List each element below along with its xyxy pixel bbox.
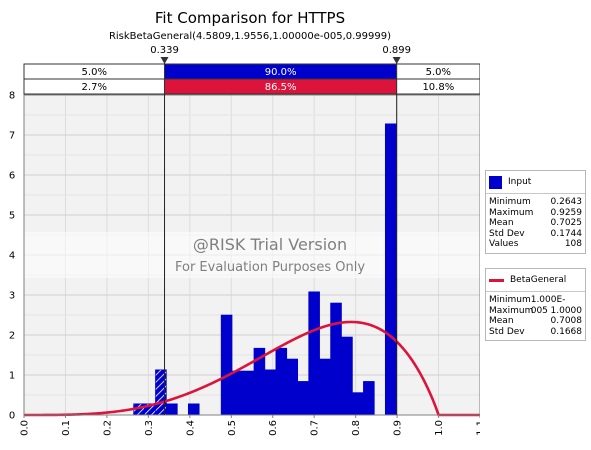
histogram-bar: [352, 392, 364, 416]
stat-value: 0.1668: [550, 326, 583, 337]
histogram-bar: [384, 123, 397, 416]
delimiter-left-label: 0.339: [150, 45, 179, 56]
x-tick-label: 0.6: [268, 420, 279, 436]
band-input-label: 5.0%: [82, 67, 107, 78]
legend-fit-header: BetaGeneral: [486, 269, 585, 292]
stat-value: 0.7008: [550, 316, 583, 326]
chart-canvas: @RISK Trial Version For Evaluation Purpos…: [9, 45, 481, 436]
stat-label: Mean: [489, 316, 514, 326]
band-input-label: 5.0%: [426, 67, 451, 78]
chart-subtitle: RiskBetaGeneral(4.5809,1.9556,1.00000e-0…: [108, 31, 392, 42]
x-tick-label: 0.3: [144, 420, 155, 436]
legend-fit: BetaGeneral Minimum 1.000E-005 Maximum 1.0…: [485, 268, 586, 341]
y-tick-label: 6: [9, 171, 15, 182]
x-tick-label: 0.1: [61, 420, 72, 436]
stat-label: Minimum: [489, 197, 531, 207]
delimiter-right-label: 0.899: [382, 45, 411, 56]
stat-row: Maximum 0.9259: [486, 208, 585, 219]
stat-label: Minimum: [489, 295, 531, 305]
y-tick-label: 5: [9, 211, 15, 222]
chart-title: Fit Comparison for HTTPS: [154, 9, 346, 27]
y-tick-label: 4: [9, 251, 15, 262]
watermark-band: [24, 232, 480, 278]
stat-value: 108: [564, 239, 582, 249]
y-tick-label: 1: [9, 371, 15, 382]
x-tick-label: 0.0: [20, 420, 31, 436]
y-tick-label: 0: [9, 411, 15, 422]
stat-value: 1.000E-005: [530, 295, 566, 316]
x-tick-label: 0.8: [351, 420, 362, 436]
histogram-bar: [341, 336, 353, 416]
stat-row: Minimum 0.2643: [486, 197, 585, 208]
stat-row: Mean 0.7008: [486, 316, 585, 327]
stat-label: Std Dev: [489, 326, 525, 337]
y-tick-label: 3: [9, 291, 15, 302]
delimiter-left-handle: [160, 57, 169, 64]
stat-row: Minimum 1.000E-005: [486, 295, 585, 316]
histogram-bar: [319, 358, 331, 416]
band-fit-label: 2.7%: [82, 82, 107, 93]
x-tick-label: 0.2: [102, 420, 113, 436]
plot-border: [23, 94, 480, 416]
x-tick-label: 0.7: [310, 420, 321, 436]
histogram-bar: [242, 370, 255, 416]
stat-row: Maximum 1.0000: [486, 306, 585, 317]
band-fit-label: 86.5%: [265, 82, 297, 93]
band-input-label: 90.0%: [265, 67, 297, 78]
x-tick-label: 1.0: [434, 420, 445, 436]
stat-value: 0.9259: [550, 207, 583, 218]
delimiter-right-handle: [392, 57, 401, 64]
stat-row: Values 108: [486, 239, 585, 250]
y-tick-label: 8: [9, 91, 15, 102]
x-tick-label: 1.1: [476, 420, 481, 436]
legend-input-name: Input: [508, 177, 532, 187]
legend-input-header: Input: [486, 171, 585, 194]
fit-stats: Minimum 1.000E-005 Maximum 1.0000 Mean 0.70…: [486, 292, 585, 340]
stat-label: Maximum: [489, 305, 534, 316]
histogram-bar: [187, 403, 200, 416]
histogram-bar: [363, 381, 375, 416]
stat-value: 0.7025: [550, 218, 583, 228]
y-tick-label: 7: [9, 131, 15, 142]
stat-row: Std Dev 0.1744: [486, 229, 585, 240]
stat-value: 0.2643: [550, 197, 583, 207]
stat-label: Values: [489, 239, 519, 249]
x-tick-label: 0.4: [185, 420, 196, 436]
input-stats: Minimum 0.2643 Maximum 0.9259 Mean 0.7025 S…: [486, 194, 585, 253]
legend-input: Input Minimum 0.2643 Maximum 0.9259 Mean 0.…: [485, 170, 586, 254]
stat-row: Std Dev 0.1668: [486, 327, 585, 338]
histogram-bar: [275, 347, 288, 416]
fit-swatch: [489, 278, 504, 282]
stat-value: 1.0000: [550, 305, 583, 316]
stat-label: Maximum: [489, 207, 534, 218]
stat-label: Std Dev: [489, 228, 525, 239]
watermark-title: @RISK Trial Version: [193, 235, 347, 254]
histogram-bar: [308, 291, 320, 416]
histogram-bar: [264, 369, 277, 416]
histogram-bar: [231, 370, 244, 416]
y-tick-label: 2: [9, 331, 15, 342]
stat-value: 0.1744: [550, 228, 583, 239]
stat-label: Mean: [489, 218, 514, 228]
histogram-bar: [166, 403, 178, 416]
histogram-bar: [330, 302, 342, 416]
watermark-subtitle: For Evaluation Purposes Only: [175, 260, 365, 275]
band-fit-cell: [396, 78, 480, 95]
histogram-bar: [297, 381, 309, 416]
histogram-bar: [220, 314, 233, 416]
x-tick-label: 0.5: [227, 420, 238, 436]
fit-curve: [23, 320, 480, 417]
x-tick-label: 0.9: [393, 420, 404, 436]
stat-row: Mean 0.7025: [486, 218, 585, 229]
legend-fit-name: BetaGeneral: [510, 275, 567, 285]
input-swatch: [489, 175, 502, 189]
band-fit-label: 10.8%: [422, 82, 454, 93]
histogram-bar: [286, 358, 299, 416]
